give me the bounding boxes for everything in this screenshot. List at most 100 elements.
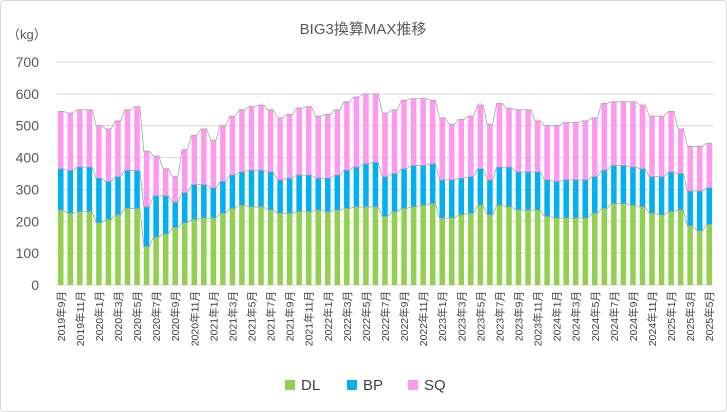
bar-bp bbox=[153, 195, 159, 238]
bar-sq bbox=[191, 135, 198, 185]
bar-dl bbox=[210, 218, 217, 285]
y-tick-label: 200 bbox=[16, 213, 40, 229]
bar-bp bbox=[429, 163, 436, 204]
bar-dl bbox=[563, 218, 569, 285]
bar-dl bbox=[649, 213, 655, 285]
x-tick-label: 2019年9月 bbox=[55, 291, 68, 341]
x-tick-label: 2022年1月 bbox=[322, 291, 335, 341]
bar-dl bbox=[220, 213, 226, 285]
y-unit-label: （kg） bbox=[7, 27, 47, 42]
bar-sq bbox=[668, 111, 674, 172]
series-line-sq bbox=[58, 93, 712, 178]
bar-sq bbox=[277, 117, 283, 180]
legend-label-bp: BP bbox=[363, 377, 383, 394]
bar-bp bbox=[67, 170, 74, 214]
bar-dl bbox=[248, 206, 255, 285]
bar-bp bbox=[506, 167, 512, 207]
bar-dl bbox=[58, 210, 64, 285]
bar-bp bbox=[639, 168, 646, 207]
bar-sq bbox=[601, 103, 608, 171]
bar-dl bbox=[515, 210, 522, 285]
bar-bp bbox=[220, 181, 226, 214]
bar-bp bbox=[582, 179, 589, 219]
bar-dl bbox=[496, 205, 503, 285]
x-tick-label: 2020年3月 bbox=[112, 291, 125, 341]
bar-bp bbox=[105, 181, 112, 220]
bar-dl bbox=[239, 205, 245, 285]
x-tick-label: 2023年11月 bbox=[532, 291, 545, 346]
bar-bp bbox=[448, 179, 455, 219]
bar-bp bbox=[143, 206, 150, 247]
bar-sq bbox=[143, 151, 150, 207]
bar-bp bbox=[96, 178, 102, 223]
bar-bp bbox=[58, 168, 64, 211]
bar-sq bbox=[563, 122, 569, 180]
bar-bp bbox=[162, 195, 169, 235]
x-tick-label: 2021年7月 bbox=[265, 291, 278, 341]
bar-sq bbox=[258, 105, 264, 171]
bar-sq bbox=[553, 125, 560, 182]
bar-sq bbox=[305, 106, 312, 176]
bar-sq bbox=[696, 146, 703, 192]
bar-sq bbox=[649, 116, 655, 177]
bar-dl bbox=[458, 214, 465, 285]
bar-bp bbox=[86, 167, 93, 212]
bar-sq bbox=[706, 143, 712, 188]
bar-sq bbox=[410, 98, 417, 166]
bar-dl bbox=[506, 206, 512, 285]
bar-sq bbox=[124, 109, 131, 171]
bar-bp bbox=[391, 173, 398, 212]
bar-bp bbox=[668, 171, 674, 212]
bar-bp bbox=[649, 176, 655, 214]
bar-sq bbox=[229, 116, 236, 176]
bar-sq bbox=[239, 109, 245, 172]
bar-sq bbox=[572, 122, 579, 180]
bar-sq bbox=[96, 125, 102, 179]
bar-bp bbox=[658, 176, 665, 215]
bar-sq bbox=[582, 120, 589, 180]
bar-dl bbox=[582, 218, 589, 285]
bar-sq bbox=[58, 111, 64, 169]
bar-bp bbox=[572, 179, 579, 219]
bar-bp bbox=[372, 162, 379, 207]
bar-sq bbox=[210, 140, 217, 188]
x-tick-label: 2025年5月 bbox=[703, 291, 716, 341]
bar-sq bbox=[105, 128, 112, 182]
bar-bp bbox=[677, 173, 684, 211]
bar-dl bbox=[77, 211, 83, 285]
bar-dl bbox=[448, 218, 455, 285]
bar-dl bbox=[105, 219, 112, 285]
bar-sq bbox=[181, 149, 188, 193]
bar-bp bbox=[248, 170, 255, 207]
bar-bp bbox=[696, 191, 703, 231]
bar-dl bbox=[267, 210, 274, 285]
bar-sq bbox=[487, 124, 493, 180]
bar-bp bbox=[468, 176, 474, 214]
x-tick-label: 2020年9月 bbox=[169, 291, 182, 341]
bar-dl bbox=[487, 214, 493, 285]
bar-sq bbox=[477, 105, 484, 169]
bar-dl bbox=[191, 219, 198, 285]
bar-dl bbox=[315, 210, 322, 285]
x-tick-label: 2024年7月 bbox=[608, 291, 621, 341]
bar-dl bbox=[258, 206, 264, 285]
bar-dl bbox=[382, 216, 388, 285]
x-tick-label: 2021年3月 bbox=[226, 291, 239, 341]
bar-bp bbox=[277, 179, 283, 214]
bar-dl bbox=[410, 206, 417, 285]
bar-sq bbox=[439, 117, 445, 180]
bar-sq bbox=[496, 103, 503, 168]
bar-dl bbox=[477, 205, 484, 285]
bar-bp bbox=[267, 171, 274, 211]
bar-bp bbox=[239, 171, 245, 206]
bar-bp bbox=[420, 165, 426, 206]
bar-bp bbox=[382, 176, 388, 217]
y-tick-label: 700 bbox=[16, 54, 40, 70]
bar-bp bbox=[315, 178, 322, 211]
bar-sq bbox=[134, 106, 140, 171]
bar-dl bbox=[687, 226, 693, 285]
bar-bp bbox=[601, 170, 608, 209]
bar-sq bbox=[515, 109, 522, 172]
